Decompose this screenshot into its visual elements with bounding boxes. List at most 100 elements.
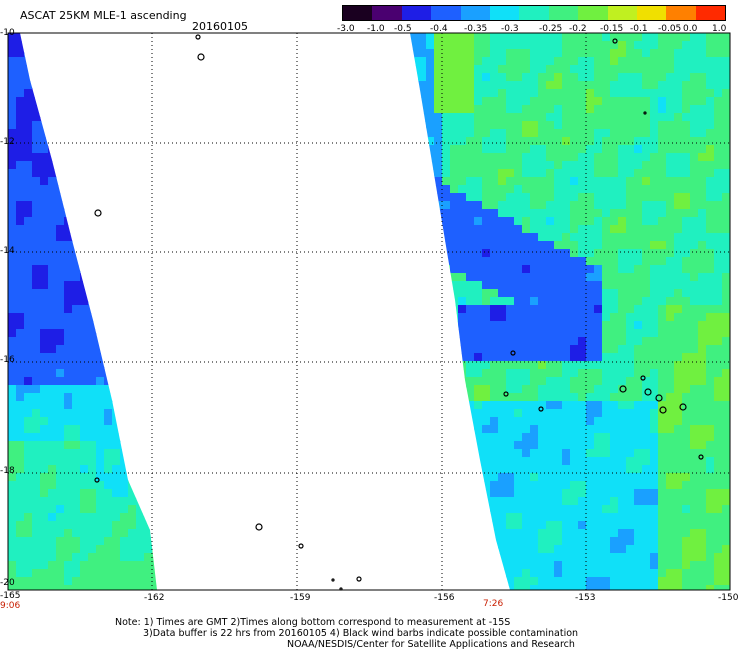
wind-cell bbox=[602, 441, 611, 450]
wind-cell bbox=[546, 433, 555, 442]
wind-cell bbox=[152, 305, 157, 314]
wind-cell bbox=[136, 89, 145, 98]
wind-cell bbox=[666, 81, 675, 90]
wind-cell bbox=[136, 401, 145, 410]
wind-cell bbox=[120, 305, 129, 314]
wind-cell bbox=[538, 377, 547, 386]
wind-cell bbox=[506, 121, 515, 130]
wind-cell bbox=[434, 417, 443, 426]
wind-cell bbox=[72, 209, 81, 218]
wind-cell bbox=[698, 409, 707, 418]
wind-cell bbox=[450, 497, 459, 506]
wind-cell bbox=[634, 105, 643, 114]
wind-cell bbox=[714, 185, 723, 194]
wind-cell bbox=[594, 305, 603, 314]
wind-cell bbox=[682, 57, 691, 66]
wind-cell bbox=[578, 169, 587, 178]
wind-cell bbox=[458, 409, 467, 418]
lon-label: -156 bbox=[434, 593, 455, 603]
wind-cell bbox=[8, 385, 17, 394]
wind-cell bbox=[32, 585, 41, 590]
wind-cell bbox=[16, 129, 25, 138]
wind-cell bbox=[442, 329, 451, 338]
wind-cell bbox=[586, 337, 595, 346]
wind-cell bbox=[72, 369, 81, 378]
wind-cell bbox=[722, 425, 730, 434]
wind-cell bbox=[8, 561, 17, 570]
wind-cell bbox=[490, 457, 499, 466]
wind-cell bbox=[618, 137, 627, 146]
wind-cell bbox=[650, 481, 659, 490]
wind-cell bbox=[594, 273, 603, 282]
wind-cell bbox=[48, 185, 57, 194]
wind-cell bbox=[618, 113, 627, 122]
wind-cell bbox=[506, 145, 515, 154]
wind-cell bbox=[410, 97, 419, 106]
wind-cell bbox=[80, 473, 89, 482]
wind-cell bbox=[80, 521, 89, 530]
wind-cell bbox=[554, 273, 563, 282]
wind-cell bbox=[506, 201, 515, 210]
wind-cell bbox=[522, 585, 531, 590]
wind-cell bbox=[538, 289, 547, 298]
wind-cell bbox=[16, 537, 25, 546]
wind-cell bbox=[104, 569, 113, 578]
wind-cell bbox=[682, 225, 691, 234]
wind-cell bbox=[634, 417, 643, 426]
wind-cell bbox=[48, 433, 57, 442]
wind-cell bbox=[136, 65, 145, 74]
wind-cell bbox=[714, 57, 723, 66]
wind-cell bbox=[546, 281, 555, 290]
wind-cell bbox=[48, 529, 57, 538]
wind-cell bbox=[458, 393, 467, 402]
wind-cell bbox=[136, 129, 145, 138]
wind-cell bbox=[682, 409, 691, 418]
wind-cell bbox=[634, 185, 643, 194]
wind-cell bbox=[120, 553, 129, 562]
wind-cell bbox=[538, 145, 547, 154]
wind-cell bbox=[650, 313, 659, 322]
wind-cell bbox=[450, 41, 459, 50]
wind-cell bbox=[682, 217, 691, 226]
wind-cell bbox=[490, 89, 499, 98]
wind-cell bbox=[458, 489, 467, 498]
wind-cell bbox=[32, 417, 41, 426]
wind-cell bbox=[490, 433, 499, 442]
wind-cell bbox=[714, 297, 723, 306]
wind-cell bbox=[8, 345, 17, 354]
wind-cell bbox=[482, 209, 491, 218]
wind-cell bbox=[602, 553, 611, 562]
wind-cell bbox=[426, 73, 435, 82]
wind-cell bbox=[602, 385, 611, 394]
wind-cell bbox=[642, 249, 651, 258]
wind-cell bbox=[658, 337, 667, 346]
wind-cell bbox=[506, 113, 515, 122]
wind-cell bbox=[522, 169, 531, 178]
wind-cell bbox=[618, 129, 627, 138]
wind-cell bbox=[72, 121, 81, 130]
wind-cell bbox=[586, 153, 595, 162]
wind-cell bbox=[152, 241, 157, 250]
wind-cell bbox=[56, 513, 65, 522]
wind-cell bbox=[506, 73, 515, 82]
wind-cell bbox=[714, 209, 723, 218]
wind-cell bbox=[658, 321, 667, 330]
wind-cell bbox=[714, 329, 723, 338]
wind-cell bbox=[88, 377, 97, 386]
wind-cell bbox=[418, 409, 427, 418]
wind-cell bbox=[40, 65, 49, 74]
wind-cell bbox=[482, 489, 491, 498]
wind-cell bbox=[120, 273, 129, 282]
wind-cell bbox=[418, 361, 427, 370]
wind-cell bbox=[602, 185, 611, 194]
wind-cell bbox=[482, 417, 491, 426]
wind-cell bbox=[666, 169, 675, 178]
wind-cell bbox=[96, 265, 105, 274]
wind-cell bbox=[530, 329, 539, 338]
wind-cell bbox=[674, 553, 683, 562]
wind-cell bbox=[466, 481, 475, 490]
wind-cell bbox=[442, 513, 451, 522]
wind-cell bbox=[96, 73, 105, 82]
wind-cell bbox=[72, 457, 81, 466]
wind-cell bbox=[128, 249, 137, 258]
